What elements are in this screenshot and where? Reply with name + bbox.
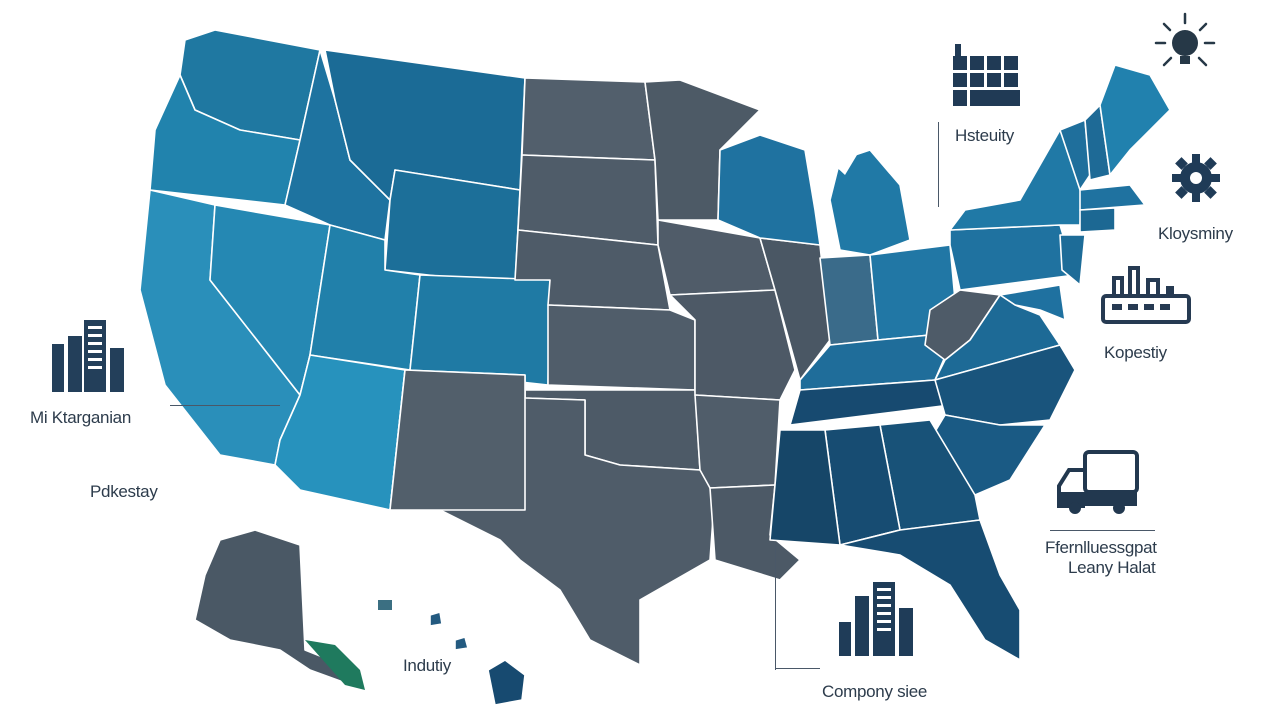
label-right-2: Kopestiy — [1104, 343, 1167, 362]
label-right-1: Kloysminy — [1158, 224, 1233, 243]
state-ct — [1079, 207, 1116, 233]
lightbulb-icon — [1154, 12, 1216, 67]
label-left-top: Mi Ktarganian — [30, 408, 131, 427]
skyscraper-chart-icon — [839, 582, 913, 656]
state-ak-islands — [378, 600, 392, 610]
state-pa — [949, 224, 1076, 291]
leader-bottom-right — [775, 545, 777, 670]
state-ak — [194, 529, 366, 691]
region-midwest-east — [717, 64, 1171, 391]
label-right-3-line2: Leany Halat — [1068, 558, 1156, 577]
state-nj — [1059, 234, 1086, 286]
state-hi-2 — [429, 611, 443, 627]
state-in — [819, 254, 879, 346]
state-fl — [839, 519, 1021, 661]
state-co — [409, 274, 551, 386]
leader-top-right — [938, 122, 940, 207]
leader-right-3 — [1050, 530, 1155, 531]
building-grid-icon — [953, 44, 1020, 106]
state-ar — [694, 394, 781, 489]
state-hi-3 — [454, 636, 469, 651]
office-buildings-icon — [52, 320, 124, 392]
state-me — [1099, 64, 1171, 176]
state-wi — [717, 134, 821, 246]
gear-icon — [1172, 154, 1220, 202]
state-hi — [487, 659, 526, 706]
leader-bottom-right-h — [775, 668, 820, 669]
region-west — [139, 29, 551, 511]
state-mi — [829, 149, 911, 256]
factory-icon — [1101, 266, 1191, 324]
label-top-right: Hsteuity — [955, 126, 1015, 145]
state-ak-panhandle — [305, 640, 365, 690]
label-left-bottom: Pdkestay — [90, 482, 158, 501]
state-ma — [1079, 184, 1146, 211]
state-nd — [521, 77, 656, 161]
region-southeast — [429, 344, 1076, 706]
leader-left-top — [170, 405, 280, 406]
truck-icon — [1057, 450, 1139, 514]
region-central — [389, 77, 831, 666]
state-nm — [389, 369, 526, 511]
state-wy — [384, 169, 521, 286]
great-lakes — [760, 114, 860, 175]
label-right-3-line1: Ffernlluessgpat — [1045, 538, 1157, 557]
label-bottom-center: Indutiy — [403, 656, 451, 675]
label-bottom-right: Compony siee — [822, 682, 928, 701]
state-ks — [547, 304, 696, 391]
